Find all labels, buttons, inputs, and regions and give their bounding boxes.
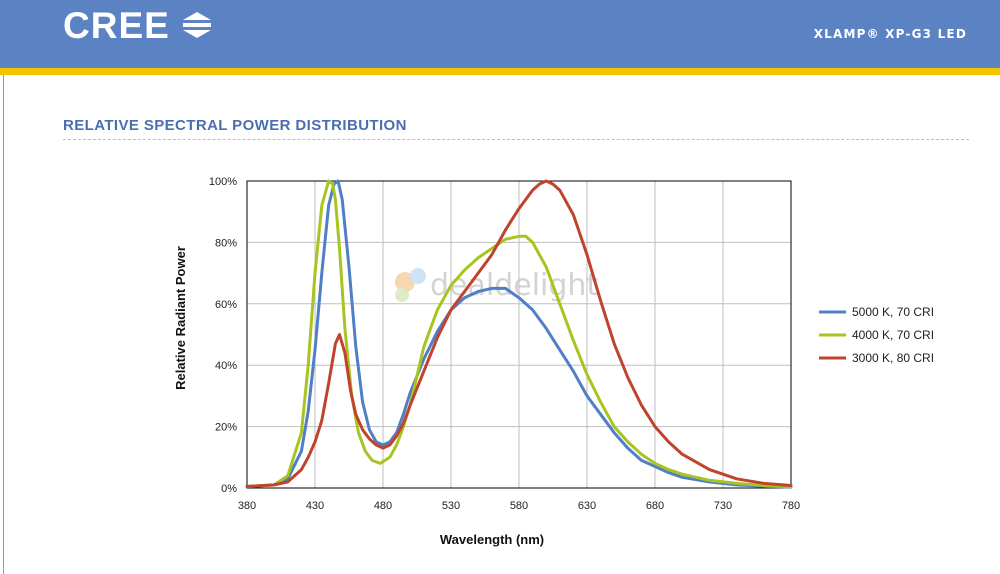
x-tick-label: 580 (510, 500, 528, 512)
watermark-text: dealdelight (430, 268, 598, 303)
header-stripe (0, 68, 1000, 75)
watermark: dealdelight (395, 268, 598, 303)
page-left-border (3, 75, 4, 574)
x-tick-label: 630 (578, 500, 596, 512)
x-tick-label: 480 (374, 500, 392, 512)
y-tick-label: 40% (215, 360, 237, 372)
cree-logo-mark-icon (183, 12, 211, 38)
section-divider (63, 139, 969, 140)
watermark-petal-icon (410, 268, 426, 284)
y-axis-title: Relative Radiant Power (173, 246, 188, 390)
series-line (245, 179, 793, 489)
x-axis-title: Wavelength (nm) (440, 532, 544, 547)
x-tick-label: 730 (714, 500, 732, 512)
x-tick-labels: 380 430 480 530 580 630 680 730 780 (238, 500, 800, 512)
product-title: XLAMP® XP-G3 LED (813, 27, 967, 41)
series-line (245, 179, 793, 489)
chart-legend: 5000 K, 70 CRI 4000 K, 70 CRI 3000 K, 80 C… (819, 305, 934, 365)
chart-grid (247, 181, 791, 488)
plot-frame (246, 180, 792, 489)
section-title: RELATIVE SPECTRAL POWER DISTRIBUTION (63, 117, 407, 134)
watermark-petal-icon (395, 288, 409, 302)
x-tick-label: 530 (442, 500, 460, 512)
y-tick-labels: 0% 20% 40% 60% 80% 100% (209, 176, 237, 495)
legend-label: 3000 K, 80 CRI (852, 351, 934, 365)
y-tick-label: 80% (215, 237, 237, 249)
x-tick-label: 680 (646, 500, 664, 512)
x-tick-label: 780 (782, 500, 800, 512)
watermark-flower-icon (395, 272, 415, 292)
brand-logo: CREE (63, 5, 170, 46)
legend-label: 4000 K, 70 CRI (852, 328, 934, 342)
chart-series (245, 179, 793, 489)
series-line (245, 179, 793, 488)
y-tick-label: 100% (209, 176, 237, 188)
x-tick-label: 380 (238, 500, 256, 512)
y-tick-label: 60% (215, 299, 237, 311)
x-tick-label: 430 (306, 500, 324, 512)
y-tick-label: 20% (215, 422, 237, 434)
y-tick-label: 0% (221, 483, 237, 495)
legend-label: 5000 K, 70 CRI (852, 305, 934, 319)
header-band (0, 0, 1000, 68)
